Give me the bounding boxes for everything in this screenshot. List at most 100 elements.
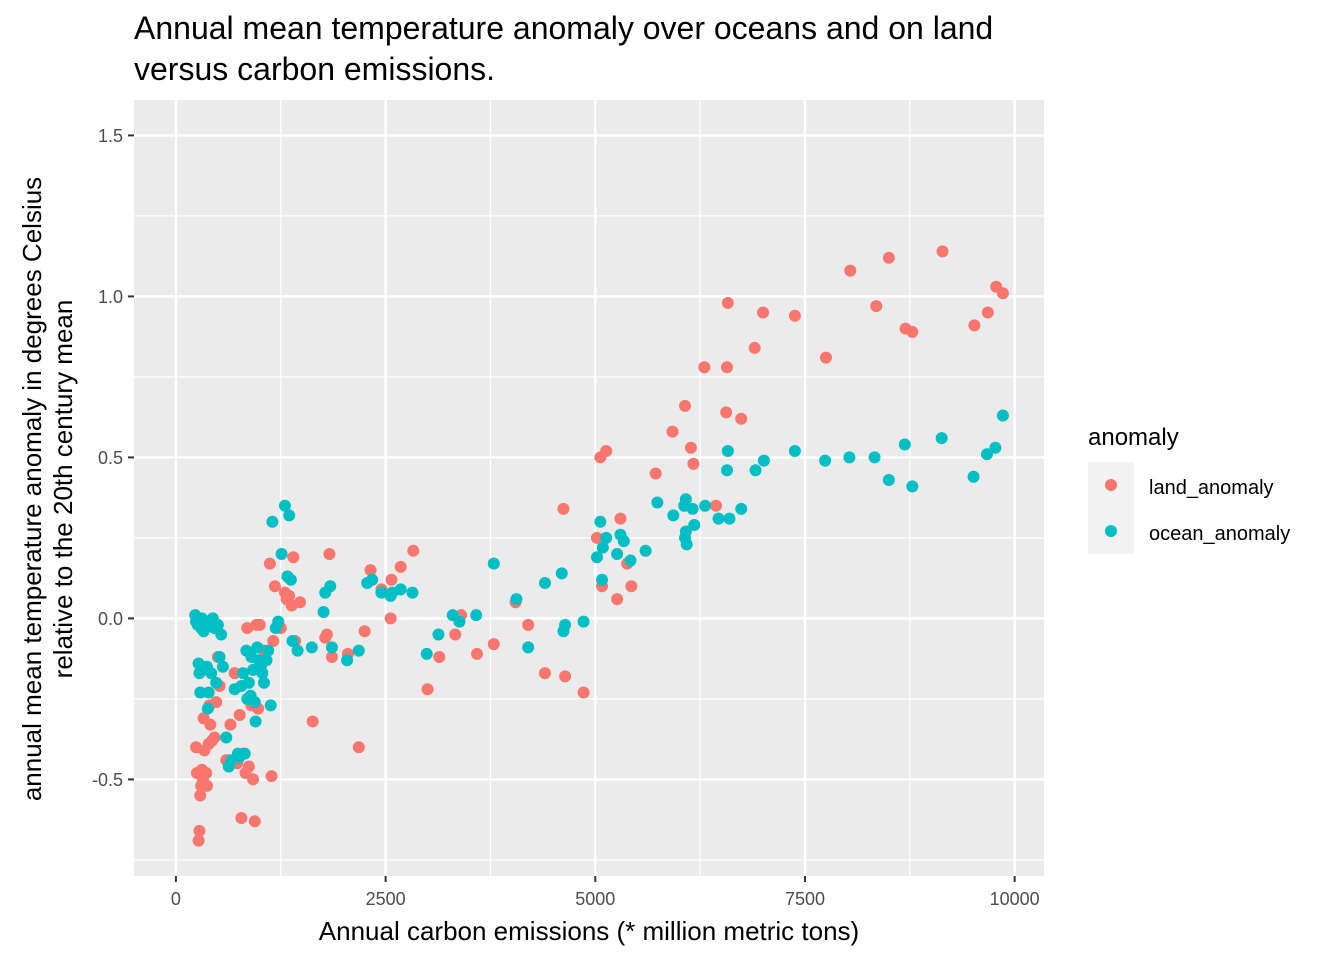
legend-key-ocean-anomaly [1105,525,1117,537]
point-ocean-anomaly [906,480,919,493]
legend-label-ocean-anomaly: ocean_anomaly [1149,523,1290,545]
point-ocean-anomaly [651,496,664,509]
point-ocean-anomaly [237,667,250,680]
point-ocean-anomaly [278,499,291,512]
point-land-anomaly [720,406,733,419]
x-tick-label: 2500 [366,889,406,909]
point-ocean-anomaly [720,464,733,477]
point-land-anomaly [538,667,551,680]
point-ocean-anomaly [258,676,270,689]
point-land-anomaly [194,789,207,802]
point-ocean-anomaly [242,676,255,689]
point-ocean-anomaly [305,641,318,654]
point-land-anomaly [611,593,624,606]
point-land-anomaly [557,502,570,515]
point-ocean-anomaly [594,515,607,528]
point-land-anomaly [698,361,711,374]
point-ocean-anomaly [341,654,354,667]
point-land-anomaly [996,287,1009,300]
point-land-anomaly [283,589,296,602]
point-ocean-anomaly [205,667,218,680]
point-land-anomaly [748,341,761,354]
point-land-anomaly [233,709,246,722]
point-ocean-anomaly [667,509,680,522]
point-land-anomaly [487,638,500,651]
point-land-anomaly [364,564,377,577]
point-land-anomaly [320,628,333,641]
point-ocean-anomaly [980,448,993,461]
x-axis-title: Annual carbon emissions (* million metri… [319,916,859,946]
point-ocean-anomaly [555,567,568,580]
point-land-anomaly [819,351,832,364]
point-land-anomaly [325,651,338,664]
point-ocean-anomaly [577,615,590,628]
point-ocean-anomaly [617,535,630,548]
legend-key-land-anomaly [1105,479,1117,491]
point-land-anomaly [306,715,319,728]
point-ocean-anomaly [898,438,911,451]
x-tick-label: 7500 [785,889,825,909]
point-ocean-anomaly [882,473,895,486]
point-land-anomaly [649,467,662,480]
point-ocean-anomaly [596,573,608,586]
point-ocean-anomaly [735,502,748,515]
legend-title: anomaly [1088,424,1179,451]
point-ocean-anomaly [272,615,285,628]
point-ocean-anomaly [712,512,725,525]
point-land-anomaly [625,580,638,593]
point-ocean-anomaly [510,593,523,606]
point-ocean-anomaly [639,544,652,557]
point-ocean-anomaly [211,618,224,631]
point-land-anomaly [241,622,254,635]
point-land-anomaly [242,760,255,773]
point-land-anomaly [248,815,261,828]
point-land-anomaly [385,573,398,586]
point-ocean-anomaly [600,531,613,544]
point-ocean-anomaly [286,634,299,647]
x-tick-label: 10000 [990,889,1040,909]
point-land-anomaly [433,651,446,664]
y-axis-title-line-2: relative to the 20th century mean [48,300,78,679]
point-ocean-anomaly [721,444,734,457]
point-land-anomaly [323,548,336,561]
point-land-anomaly [614,512,627,525]
point-ocean-anomaly [819,454,832,467]
point-land-anomaly [590,531,603,544]
point-ocean-anomaly [680,538,693,551]
point-land-anomaly [788,309,801,322]
point-ocean-anomaly [275,548,288,561]
point-land-anomaly [687,457,700,470]
point-ocean-anomaly [262,644,275,657]
point-land-anomaly [710,499,723,512]
point-ocean-anomaly [324,580,337,593]
point-ocean-anomaly [757,454,770,467]
point-ocean-anomaly [248,696,261,709]
point-ocean-anomaly [989,441,1002,454]
y-axis-title-line-1: annual mean temperature anomaly in degre… [17,177,47,801]
point-land-anomaly [263,557,276,570]
point-ocean-anomaly [366,573,379,586]
point-land-anomaly [253,618,266,631]
point-ocean-anomaly [291,644,304,657]
point-land-anomaly [906,325,919,338]
point-land-anomaly [247,773,260,786]
point-land-anomaly [268,580,281,593]
y-tick-label: 0.0 [98,609,123,629]
point-ocean-anomaly [624,554,637,567]
point-ocean-anomaly [487,557,500,570]
point-ocean-anomaly [215,628,228,641]
point-land-anomaly [193,824,206,837]
point-ocean-anomaly [394,583,407,596]
point-ocean-anomaly [522,641,535,654]
point-land-anomaly [679,399,692,412]
y-axis: -0.5 0.0 0.5 1.0 1.5 [92,126,134,790]
point-ocean-anomaly [868,451,881,464]
point-ocean-anomaly [679,493,692,506]
point-land-anomaly [407,544,420,557]
point-ocean-anomaly [213,651,226,664]
point-ocean-anomaly [251,641,264,654]
point-land-anomaly [471,647,484,660]
point-land-anomaly [522,618,535,631]
point-ocean-anomaly [843,451,856,464]
